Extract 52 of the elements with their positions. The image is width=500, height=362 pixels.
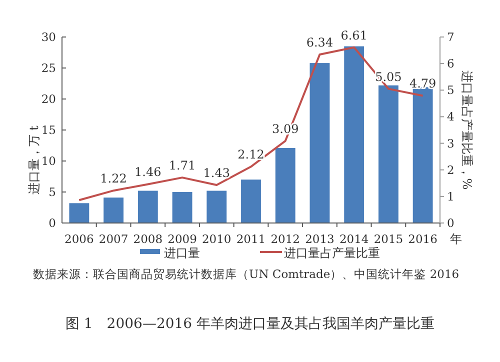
x-tick-label: 2012 xyxy=(270,232,300,246)
y2-tick-label: 3 xyxy=(447,136,454,150)
y-tick-label: 5 xyxy=(48,185,56,199)
bar xyxy=(241,180,261,223)
legend-label: 进口量占产量比重 xyxy=(284,246,380,260)
text: 图 1 2006—2016 年羊肉进口量及其占我国羊肉产量比重 xyxy=(65,316,435,332)
bar xyxy=(138,190,158,223)
y-tick-label: 25 xyxy=(41,61,56,75)
x-tick-label: 2014 xyxy=(339,232,369,246)
data-label: 1.46 xyxy=(134,165,162,180)
x-tick-label: 2006 xyxy=(64,232,94,246)
y2-tick-label: 2 xyxy=(447,162,454,177)
x-tick-label: 2016 xyxy=(408,232,438,246)
x-tick-label: 2011 xyxy=(236,232,266,246)
bar xyxy=(378,85,398,223)
y2-tick-label: 1 xyxy=(447,189,454,204)
y-tick-label: 30 xyxy=(41,30,56,44)
x-tick-label: 2009 xyxy=(168,232,197,246)
y-axis-title: 进口量，万 t xyxy=(27,126,41,194)
x-tick-label: 2007 xyxy=(98,232,128,246)
y2-tick-label: 4 xyxy=(447,110,454,124)
x-axis-title: 年 xyxy=(450,232,462,246)
data-label: 4.79 xyxy=(409,76,436,91)
bar xyxy=(172,192,192,223)
bar xyxy=(344,46,364,223)
source-note: 数据来源：联合国商品贸易统计数据库（UN Comtrade）、中国统计年鉴 2016 xyxy=(33,267,460,281)
data-label: 1.71 xyxy=(168,158,196,173)
y2-tick-label: 7 xyxy=(447,30,454,44)
y2-tick-label: 0 xyxy=(447,216,454,230)
data-label: 2.12 xyxy=(238,148,264,162)
y-tick-label: 15 xyxy=(41,123,56,137)
y-tick-label: 20 xyxy=(41,92,56,106)
y-tick-label: 10 xyxy=(41,154,56,168)
x-tick-label: 2008 xyxy=(133,232,163,246)
data-label: 6.61 xyxy=(340,28,368,42)
bar xyxy=(206,190,227,223)
y-tick-label: 0 xyxy=(48,216,56,230)
x-tick-label: 2013 xyxy=(305,232,334,246)
x-tick-label: 2010 xyxy=(202,232,232,246)
data-label: 1.43 xyxy=(203,166,230,180)
y2-tick-label: 5 xyxy=(447,83,454,98)
y2-axis-title: 进口量占产量比重，% xyxy=(460,70,474,190)
data-label: 1.22 xyxy=(100,172,127,186)
bar xyxy=(412,87,433,223)
bar xyxy=(275,148,296,223)
bar xyxy=(104,198,124,223)
bar xyxy=(310,63,330,223)
bar xyxy=(69,203,90,223)
legend-label: 进口量 xyxy=(164,246,200,260)
y2-tick-label: 6 xyxy=(447,56,454,71)
x-tick-label: 2015 xyxy=(374,232,404,246)
data-label: 6.34 xyxy=(306,36,334,50)
